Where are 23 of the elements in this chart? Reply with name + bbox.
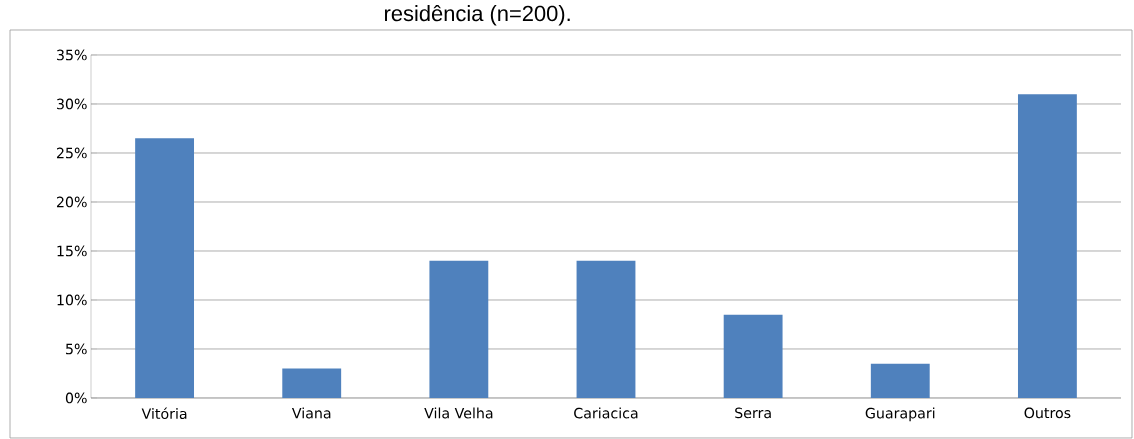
bar — [576, 260, 636, 398]
y-tick-label: 5% — [66, 343, 87, 355]
bar — [429, 260, 489, 398]
x-tick-label: Viana — [291, 407, 331, 419]
y-tick-label: 0% — [65, 392, 87, 404]
chart-title: residência (n=200). — [384, 5, 570, 26]
x-tick-label: Outros — [1024, 407, 1071, 419]
x-tick-label: Guarapari — [865, 407, 935, 422]
bar — [723, 314, 783, 398]
y-tick-label: 20% — [56, 196, 87, 208]
bar — [1017, 94, 1077, 398]
bar — [282, 368, 342, 398]
y-tick-label: 35% — [57, 49, 87, 61]
bar — [135, 138, 195, 398]
bar — [870, 363, 930, 398]
x-tick-label: Vitória — [141, 407, 187, 420]
y-tick-label: 25% — [56, 147, 87, 159]
x-tick-label: Serra — [735, 407, 771, 419]
x-tick-label: Vila Velha — [424, 407, 493, 419]
y-tick-label: 15% — [57, 245, 87, 257]
y-tick-label: 10% — [57, 294, 87, 306]
y-tick-label: 30% — [57, 98, 87, 110]
x-tick-label: Cariacica — [574, 407, 638, 419]
